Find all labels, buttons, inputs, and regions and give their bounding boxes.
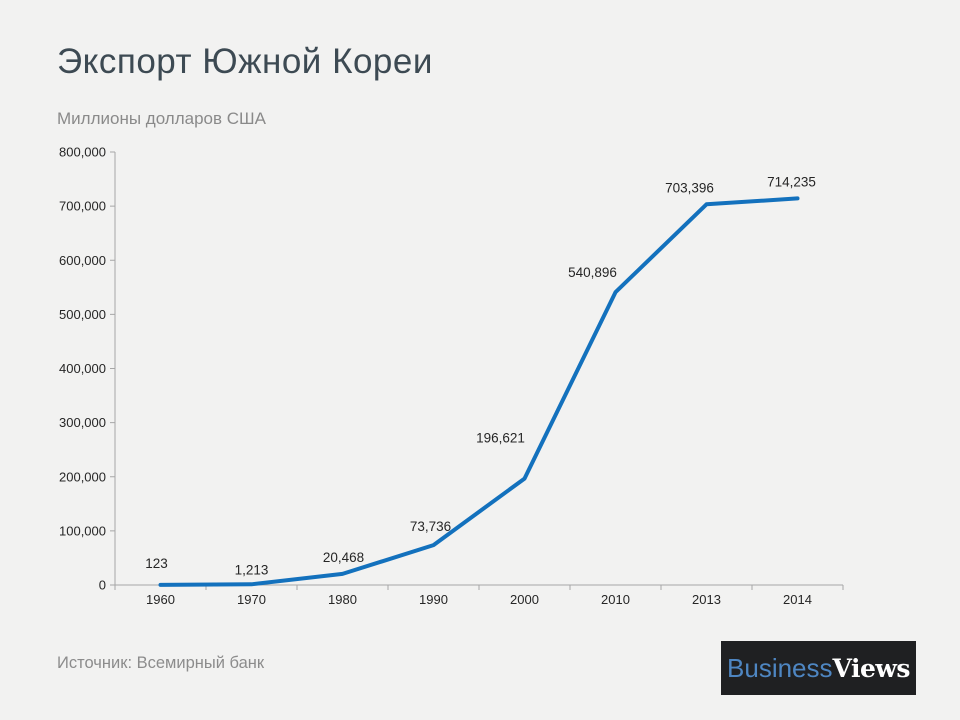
y-tick-label: 300,000: [59, 415, 106, 430]
y-tick-label: 500,000: [59, 307, 106, 322]
data-point-label: 123: [145, 556, 168, 571]
data-point-label: 73,736: [410, 519, 451, 534]
data-point-label: 703,396: [665, 180, 714, 195]
y-tick-label: 800,000: [59, 145, 106, 160]
y-tick-label: 700,000: [59, 199, 106, 214]
businessviews-logo: Business Views: [721, 641, 916, 695]
x-tick-label: 2000: [510, 592, 539, 607]
data-point-label: 196,621: [476, 431, 525, 446]
y-tick-label: 100,000: [59, 523, 106, 538]
series-line: [158, 196, 800, 587]
data-point-label: 714,235: [767, 174, 816, 189]
y-tick-label: 200,000: [59, 469, 106, 484]
x-tick-label: 2013: [692, 592, 721, 607]
x-tick-label: 1980: [328, 592, 357, 607]
y-tick-label: 400,000: [59, 361, 106, 376]
y-tick-label: 600,000: [59, 253, 106, 268]
x-tick-label: 2010: [601, 592, 630, 607]
x-tick-label: 1990: [419, 592, 448, 607]
logo-text-business: Business: [727, 652, 833, 683]
data-point-label: 1,213: [235, 562, 269, 577]
x-tick-label: 1960: [146, 592, 175, 607]
chart-units-subtitle: Миллионы долларов США: [57, 109, 266, 128]
x-tick-label: 2014: [783, 592, 812, 607]
data-point-label: 20,468: [323, 550, 364, 565]
y-tick-label: 0: [99, 578, 106, 593]
page-title: Экспорт Южной Кореи: [57, 42, 433, 81]
x-tick-label: 1970: [237, 592, 266, 607]
data-point-label: 540,896: [568, 265, 617, 280]
source-note: Источник: Всемирный банк: [57, 654, 265, 672]
logo-text-views: Views: [832, 653, 911, 683]
